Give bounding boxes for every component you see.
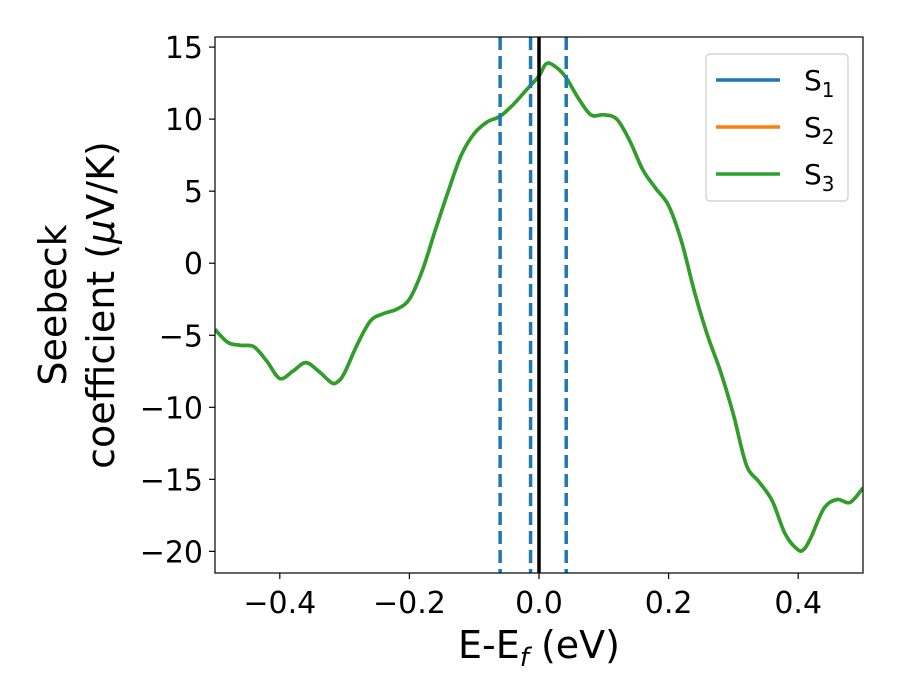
series-line-s3: [215, 61, 863, 553]
y-tick-label: −5: [159, 319, 203, 354]
y-tick-label: −20: [140, 535, 203, 570]
data-lines: [215, 37, 863, 573]
x-axis-label: E-Ef (eV): [458, 623, 620, 673]
y-tick-label: 15: [165, 31, 203, 66]
legend-label-s2: S2: [804, 111, 835, 149]
legend-label-s3: S3: [804, 158, 835, 196]
y-tick-label: 0: [184, 247, 203, 282]
y-tick-label: −15: [140, 463, 203, 498]
y-tick-label: 5: [184, 175, 203, 210]
legend: S1 S2 S3: [705, 53, 849, 202]
y-tick-label: −10: [140, 391, 203, 426]
legend-label-s1: S1: [804, 64, 835, 102]
y-axis: −20 −15 −10 −5 0 5 10 15: [140, 31, 215, 570]
x-tick-label: −0.2: [373, 586, 446, 621]
y-axis-label: Seebeck coefficient (μV/K): [31, 141, 123, 469]
y-axis-label-line1: Seebeck: [31, 224, 75, 385]
x-axis: −0.4 −0.2 0.0 0.2 0.4: [243, 573, 822, 621]
x-tick-label: 0.2: [645, 586, 693, 621]
x-tick-label: −0.4: [243, 586, 316, 621]
y-tick-label: 10: [165, 103, 203, 138]
y-axis-label-line2: coefficient (μV/K): [79, 141, 123, 469]
x-tick-label: 0.0: [515, 586, 563, 621]
x-tick-label: 0.4: [774, 586, 822, 621]
